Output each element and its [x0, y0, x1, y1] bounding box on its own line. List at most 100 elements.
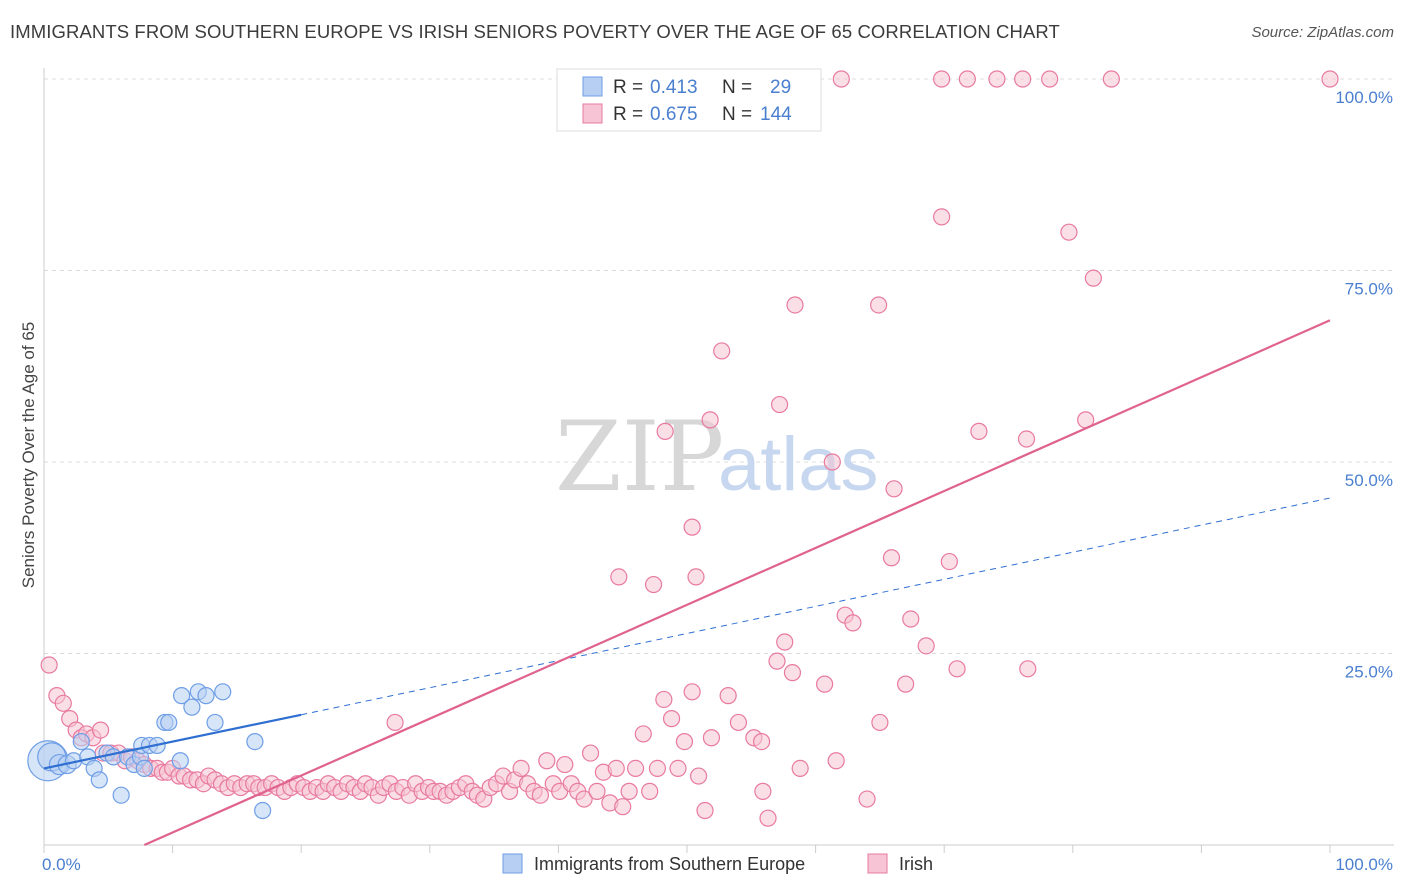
- tick-labels: 100.0% 75.0% 50.0% 25.0% 0.0% 100.0%: [42, 88, 1393, 874]
- data-point: [634, 725, 652, 743]
- data-point: [1041, 70, 1059, 88]
- data-point: [648, 759, 667, 778]
- data-point: [531, 786, 549, 804]
- data-point: [683, 683, 701, 701]
- legend-r-label: R =: [613, 77, 643, 98]
- legend-n-value: 29: [770, 77, 791, 98]
- y-tick-label: 100.0%: [1335, 88, 1393, 107]
- legend-r-label: R =: [613, 104, 643, 125]
- data-point: [768, 652, 786, 670]
- data-point: [816, 675, 834, 693]
- data-point: [958, 70, 976, 88]
- watermark-zip: ZIP: [555, 401, 724, 513]
- data-point: [669, 759, 687, 778]
- legend: R = 0.413 N = 29 R = 0.675 N = 144: [556, 68, 822, 132]
- data-point: [719, 687, 737, 705]
- data-point: [173, 687, 191, 705]
- data-point: [556, 755, 574, 774]
- data-point: [871, 713, 889, 732]
- grid-lines: [44, 78, 1394, 654]
- data-point: [1102, 70, 1120, 88]
- data-point: [135, 759, 153, 778]
- legend-swatch-pink: [582, 103, 603, 124]
- data-point: [1014, 70, 1032, 88]
- data-point: [696, 801, 714, 820]
- data-point: [713, 342, 731, 360]
- data-point: [662, 710, 681, 728]
- data-point: [933, 70, 951, 88]
- data-point: [870, 296, 888, 314]
- bottom-legend-irish: Irish: [899, 854, 933, 874]
- source-label: Source: ZipAtlas.com: [1251, 24, 1394, 41]
- legend-r-value: 0.413: [650, 77, 698, 98]
- data-point: [689, 767, 708, 785]
- data-point: [1060, 223, 1078, 241]
- data-point: [171, 752, 189, 770]
- data-point: [620, 782, 638, 800]
- data-point: [988, 70, 1006, 88]
- pink-trend-line: [143, 319, 1331, 847]
- data-point: [770, 395, 789, 414]
- axes: [43, 68, 1394, 853]
- data-point: [702, 729, 721, 747]
- data-point: [610, 568, 628, 586]
- y-tick-label: 25.0%: [1345, 663, 1393, 682]
- data-point: [655, 690, 673, 709]
- bottom-legend-swatch-pink: [867, 853, 888, 874]
- data-point: [206, 713, 224, 732]
- data-point: [791, 759, 809, 778]
- data-point: [933, 208, 951, 226]
- data-point: [948, 660, 966, 678]
- legend-n-value: 144: [760, 104, 792, 125]
- data-point: [940, 552, 958, 571]
- data-point: [844, 614, 862, 632]
- data-point: [882, 549, 901, 567]
- data-point: [112, 786, 130, 804]
- legend-n-label: N =: [722, 77, 752, 98]
- data-point: [197, 687, 215, 705]
- data-point: [885, 480, 903, 498]
- data-point: [759, 809, 777, 827]
- data-point: [72, 732, 90, 751]
- data-point: [90, 771, 108, 789]
- data-point: [776, 633, 794, 651]
- data-point: [823, 453, 841, 471]
- data-point: [254, 801, 272, 820]
- y-tick-label: 50.0%: [1345, 471, 1393, 490]
- data-point: [644, 575, 663, 594]
- data-point: [786, 296, 804, 314]
- data-point: [626, 759, 645, 778]
- data-point: [183, 698, 201, 716]
- data-point: [386, 713, 404, 732]
- data-point: [91, 721, 110, 739]
- data-point: [754, 782, 772, 800]
- data-point: [607, 759, 625, 778]
- data-point: [687, 568, 705, 586]
- data-point: [970, 422, 988, 440]
- blue-trend-line: [43, 713, 302, 770]
- data-point: [1084, 269, 1102, 287]
- data-point: [858, 790, 876, 808]
- data-point: [1019, 660, 1037, 678]
- chart-title: IMMIGRANTS FROM SOUTHERN EUROPE VS IRISH…: [10, 21, 1060, 42]
- irish-points: [40, 70, 1339, 827]
- data-point: [246, 732, 264, 751]
- data-point: [160, 713, 178, 732]
- data-point: [54, 694, 72, 712]
- data-point: [1017, 430, 1036, 448]
- x-tick-label: 0.0%: [42, 855, 81, 874]
- data-point: [827, 752, 845, 770]
- y-tick-label: 75.0%: [1345, 280, 1393, 299]
- data-point: [588, 782, 606, 800]
- data-point: [614, 798, 632, 816]
- data-point: [729, 713, 748, 732]
- data-point: [897, 675, 915, 693]
- data-point: [783, 664, 802, 682]
- data-point: [832, 70, 850, 88]
- data-point: [752, 732, 771, 751]
- data-point: [641, 782, 659, 800]
- data-point: [1321, 70, 1339, 88]
- legend-r-value: 0.675: [650, 104, 698, 125]
- data-point: [575, 790, 593, 808]
